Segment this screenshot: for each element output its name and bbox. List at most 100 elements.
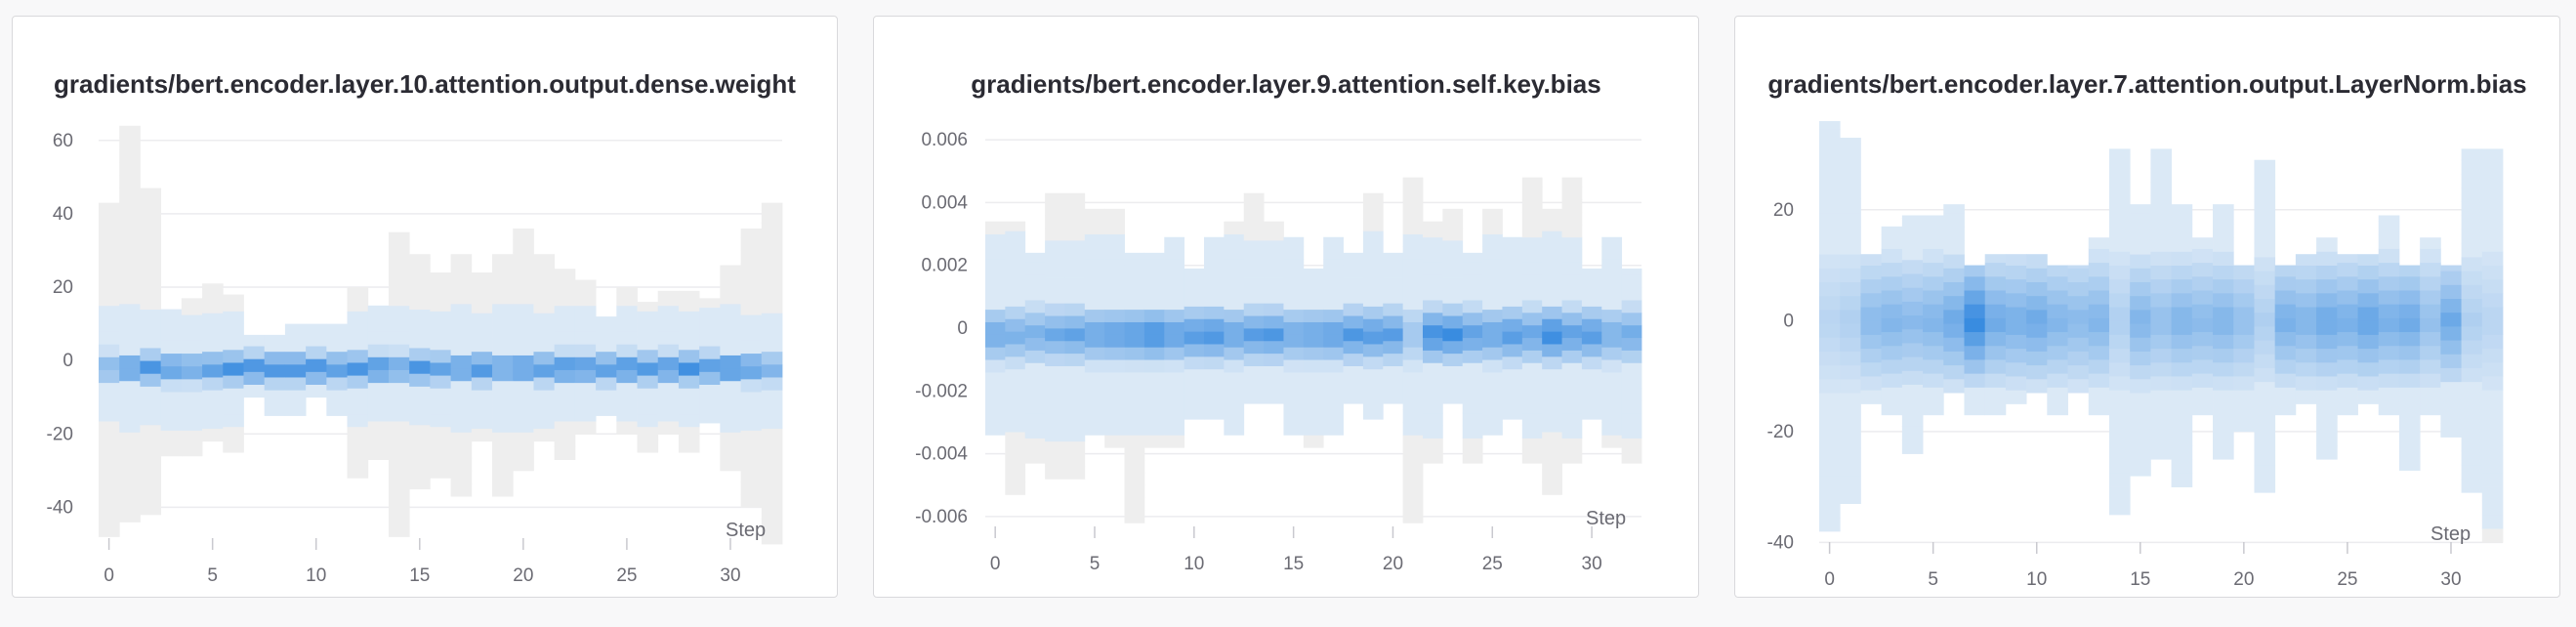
heatmap-cell: [367, 305, 390, 319]
heatmap-cell: [1542, 394, 1562, 407]
heatmap-cell: [1224, 334, 1245, 348]
x-tick-label: 25: [616, 565, 637, 586]
heatmap-cell: [2213, 251, 2234, 266]
heatmap-cell: [533, 377, 556, 391]
heatmap-cell: [2357, 390, 2380, 404]
heatmap-cell: [119, 355, 141, 369]
heatmap-cell: [1264, 228, 1284, 241]
heatmap-cell: [1423, 399, 1443, 414]
heatmap-cell: [2398, 373, 2421, 388]
heatmap-cell: [1542, 419, 1562, 433]
heatmap-cell: [1124, 334, 1145, 348]
heatmap-cell: [409, 398, 431, 413]
heatmap-cell: [1005, 318, 1026, 332]
heatmap-cell: [1045, 416, 1065, 430]
heatmap-cell: [596, 363, 617, 378]
heatmap-cell: [409, 296, 431, 310]
heatmap-cell: [1819, 351, 1841, 366]
heatmap-cell: [1362, 344, 1384, 357]
heatmap-cell: [326, 390, 348, 403]
heatmap-cell: [1084, 384, 1105, 398]
heatmap-cell: [1442, 303, 1464, 316]
heatmap-cell: [1984, 254, 2007, 264]
heatmap-cell: [181, 353, 203, 367]
heatmap-cell: [637, 349, 659, 363]
heatmap-cell: [2481, 500, 2504, 516]
heatmap-cell: [409, 373, 431, 387]
heatmap-cell: [1621, 312, 1642, 326]
heatmap-cell: [2233, 307, 2255, 321]
heatmap-cell: [1045, 228, 1065, 241]
heatmap-cell: [1923, 234, 1944, 249]
heatmap-cell: [1442, 391, 1464, 404]
heatmap-cell: [202, 338, 224, 353]
x-tick-label: 10: [1184, 554, 1204, 574]
heatmap-cell: [2378, 304, 2400, 318]
heatmap-cell: [2150, 390, 2173, 404]
heatmap-cell: [2481, 403, 2504, 419]
heatmap-cell: [1402, 177, 1424, 185]
heatmap-cell: [513, 228, 534, 240]
heatmap-cell: [1402, 321, 1424, 335]
chart-panel-2: gradients/bert.encoder.layer.9.attention…: [873, 16, 1699, 598]
heatmap-cell: [1104, 296, 1125, 311]
heatmap-cell: [1601, 384, 1623, 398]
y-tick-label: -40: [1767, 532, 1794, 553]
heatmap-cell: [1124, 359, 1145, 373]
heatmap-cell: [1860, 320, 1883, 335]
heatmap-cell: [1502, 293, 1523, 307]
heatmap-cell: [306, 371, 327, 385]
heatmap-cell: [2254, 325, 2276, 341]
heatmap-cell: [1561, 337, 1583, 351]
heatmap-cell: [533, 261, 556, 275]
y-tick-label: -40: [47, 497, 73, 518]
heatmap-cell: [1881, 275, 1903, 291]
heatmap-cell: [513, 457, 534, 472]
heatmap-cell: [1881, 400, 1903, 416]
heatmap-cell: [2171, 334, 2193, 350]
heatmap-cell: [1005, 381, 1026, 395]
heatmap-cell: [119, 125, 141, 138]
heatmap-cell: [1323, 246, 1344, 260]
heatmap-cell: [1542, 256, 1562, 270]
heatmap-cell: [1343, 328, 1364, 342]
heatmap-cell: [1581, 394, 1602, 407]
heatmap-cell: [740, 365, 763, 380]
heatmap-cell: [1005, 331, 1026, 345]
heatmap-cell: [99, 356, 120, 370]
heatmap-cell: [1224, 397, 1245, 410]
heatmap-cell: [1542, 381, 1562, 395]
heatmap-cell: [1143, 334, 1165, 348]
heatmap-cell: [657, 317, 680, 332]
heatmap-cell: [264, 351, 286, 365]
heatmap-cell: [2233, 376, 2255, 391]
heatmap-cell: [181, 378, 203, 393]
heatmap-cell: [2461, 229, 2483, 244]
heatmap-cell: [450, 470, 473, 484]
heatmap-cell: [1343, 303, 1364, 316]
heatmap-cell: [761, 440, 783, 455]
heatmap-cell: [1164, 259, 1185, 272]
heatmap-cell: [2461, 423, 2483, 438]
heatmap-cell: [985, 246, 1006, 260]
heatmap-cell: [347, 388, 369, 401]
heatmap-cell: [1521, 224, 1543, 238]
heatmap-cell: [1303, 321, 1324, 335]
heatmap-cell: [1502, 243, 1523, 257]
heatmap-cell: [1621, 375, 1642, 389]
heatmap-cell: [1104, 321, 1125, 335]
heatmap-cell: [1521, 177, 1543, 188]
heatmap-cell: [1881, 290, 1903, 305]
heatmap-cell: [1124, 347, 1145, 360]
heatmap-cell: [1601, 236, 1623, 247]
heatmap-cell: [574, 344, 597, 357]
heatmap-cell: [2461, 464, 2483, 480]
heatmap-cell: [554, 408, 576, 422]
heatmap-cell: [1964, 317, 1986, 333]
heatmap-cell: [1881, 262, 1903, 277]
heatmap-cell: [1402, 510, 1424, 523]
heatmap-cell: [367, 331, 390, 345]
